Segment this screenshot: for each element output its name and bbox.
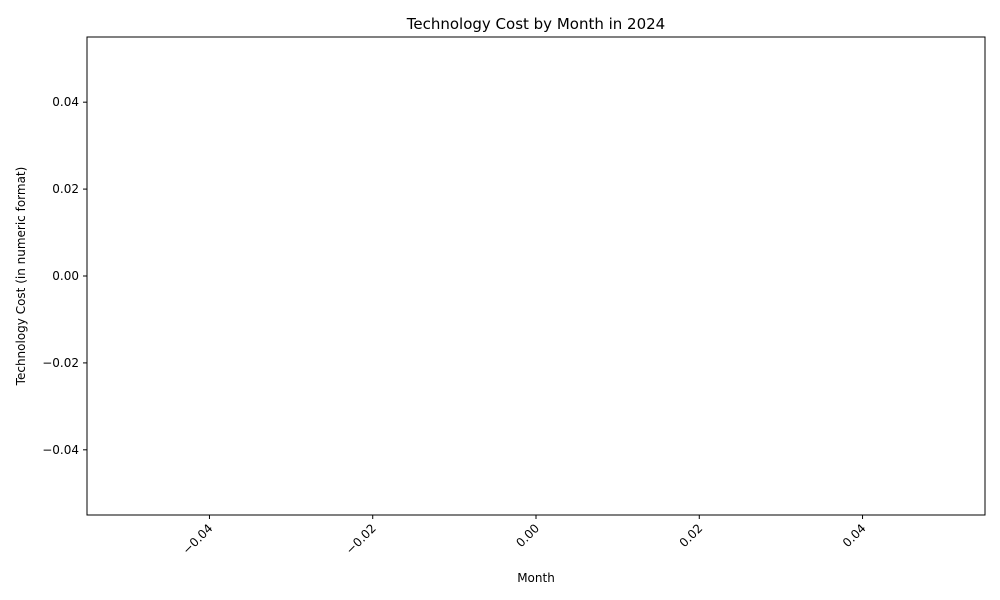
x-tick-label: 0.04 [840, 521, 869, 550]
y-tick-label: 0.04 [52, 95, 79, 109]
x-axis-label: Month [517, 571, 555, 585]
x-tick-label: 0.02 [677, 521, 706, 550]
x-tick-label: −0.02 [343, 521, 379, 557]
y-tick-label: 0.00 [52, 269, 79, 283]
x-tick-label: −0.04 [180, 521, 216, 557]
x-tick-label: 0.00 [513, 521, 542, 550]
y-axis-ticks: −0.04 −0.02 0.00 0.02 0.04 [42, 95, 87, 457]
x-axis-ticks: −0.04 −0.02 0.00 0.02 0.04 [180, 515, 869, 557]
plot-area-frame [86, 36, 986, 516]
y-axis-label: Technology Cost (in numeric format) [14, 167, 28, 387]
chart-title: Technology Cost by Month in 2024 [406, 15, 665, 33]
y-tick-label: 0.02 [52, 182, 79, 196]
y-tick-label: −0.04 [42, 443, 79, 457]
y-tick-label: −0.02 [42, 356, 79, 370]
